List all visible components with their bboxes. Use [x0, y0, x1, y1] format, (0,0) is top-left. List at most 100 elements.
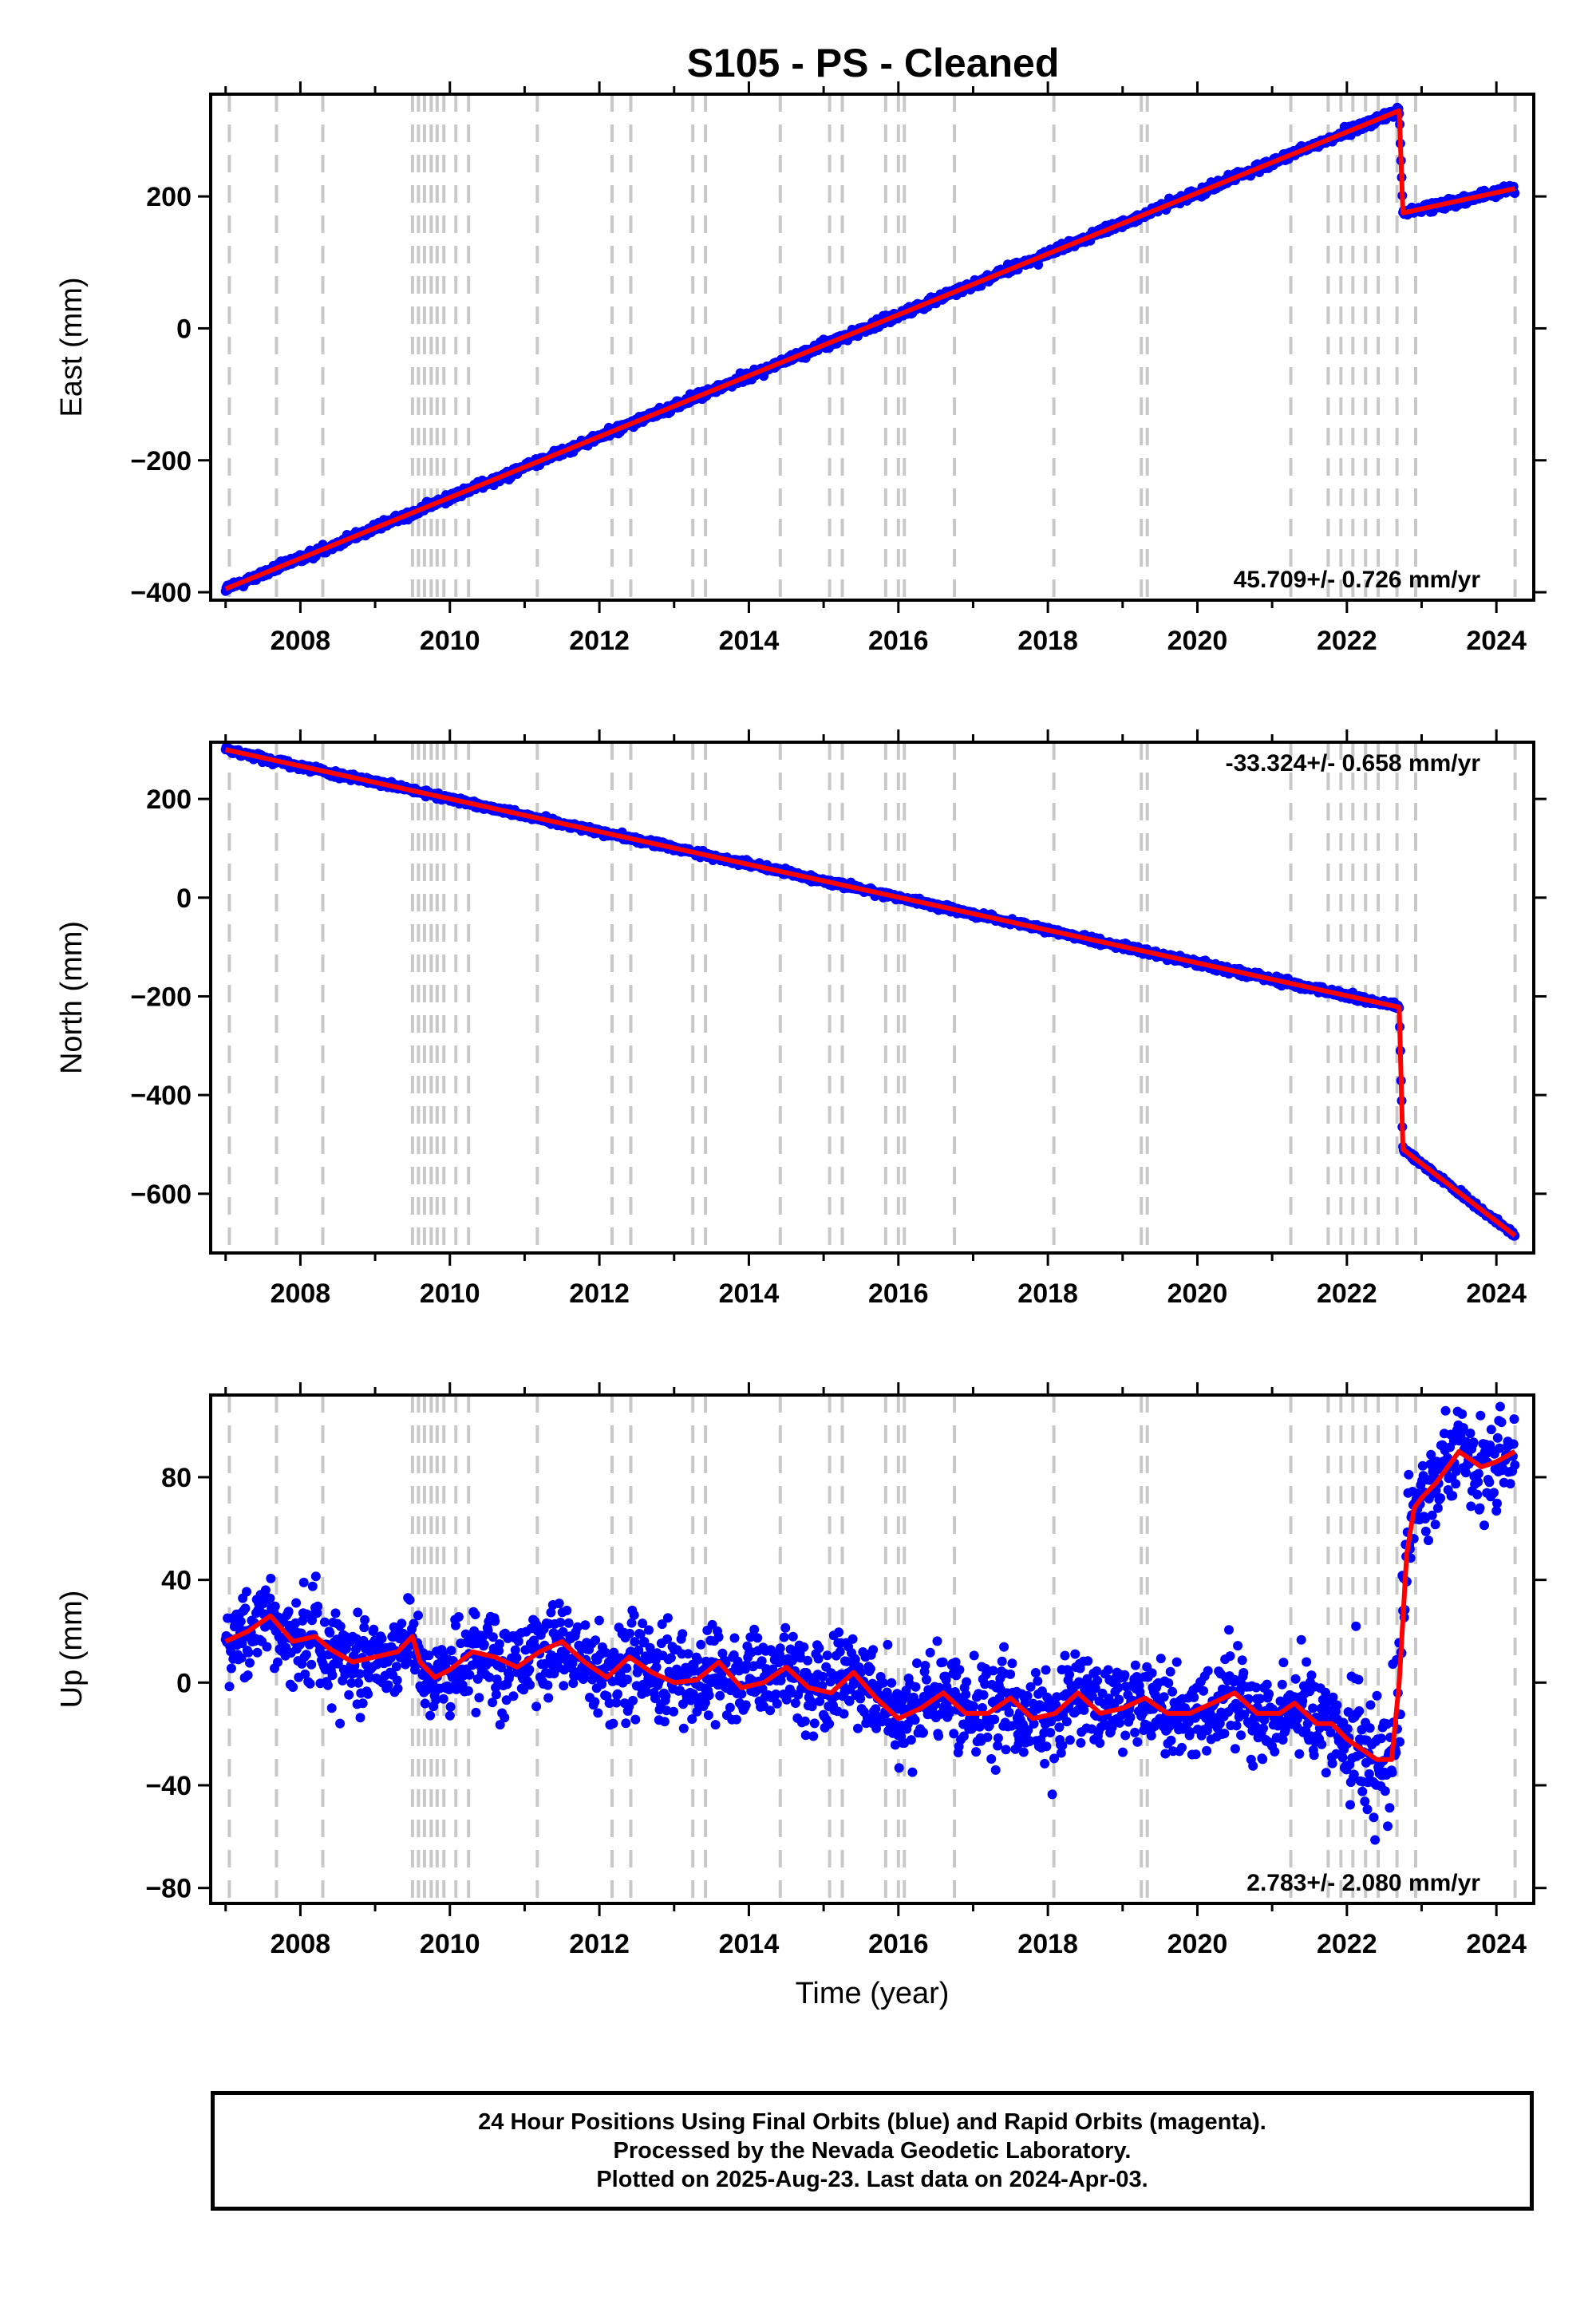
data-point [563, 1618, 574, 1628]
event-lines [227, 742, 1517, 1253]
plot-frame [209, 741, 1535, 1255]
data-point [310, 1571, 321, 1582]
data-point [463, 1686, 473, 1696]
data-point [410, 1665, 420, 1675]
data-point [622, 1674, 632, 1685]
data-point [300, 1669, 310, 1679]
data-point [662, 1634, 673, 1644]
data-points [220, 102, 1520, 596]
rate-label: 45.709+/- 0.726 mm/yr [1234, 567, 1481, 593]
data-point [638, 1618, 648, 1629]
data-point [629, 1610, 639, 1620]
data-points [220, 1401, 1520, 1845]
x-tick-label: 2010 [420, 1279, 480, 1309]
x-tick-label: 2008 [271, 1279, 331, 1309]
data-point [641, 1687, 651, 1697]
x-tick-label: 2008 [271, 626, 331, 656]
data-point [420, 1698, 430, 1709]
data-point [307, 1581, 318, 1591]
x-tick-label: 2018 [1017, 1279, 1078, 1309]
data-point [604, 1698, 614, 1709]
data-point [513, 1636, 523, 1646]
data-point [593, 1708, 603, 1718]
data-point [393, 1683, 403, 1694]
data-point [464, 1670, 475, 1680]
data-point [543, 1680, 553, 1690]
data-point [265, 1593, 275, 1603]
data-point [622, 1663, 632, 1674]
data-point [483, 1626, 493, 1635]
data-point [510, 1645, 520, 1655]
data-point [491, 1682, 501, 1693]
data-point [409, 1618, 419, 1629]
y-axis-label: North (mm) [55, 921, 89, 1074]
x-tick-label: 2020 [1167, 626, 1228, 656]
data-point [657, 1619, 667, 1630]
data-point [305, 1678, 315, 1689]
data-point [262, 1642, 272, 1652]
data-point [501, 1695, 512, 1705]
data-point [451, 1620, 460, 1630]
data-point [554, 1599, 564, 1609]
data-point [301, 1650, 311, 1660]
data-point [644, 1625, 654, 1635]
data-point [355, 1713, 365, 1723]
data-point [226, 1663, 236, 1674]
data-point [346, 1678, 357, 1688]
data-point [453, 1612, 464, 1622]
data-point [235, 1616, 246, 1626]
data-point [283, 1607, 294, 1617]
data-point [245, 1658, 255, 1668]
data-point [591, 1635, 601, 1646]
x-tick-label: 2022 [1317, 1279, 1377, 1309]
data-point [630, 1714, 641, 1725]
model-line [225, 747, 1517, 1238]
data-point [446, 1646, 456, 1656]
data-point [662, 1613, 673, 1623]
y-tick-label: 200 [146, 182, 192, 212]
data-point [608, 1718, 618, 1729]
x-tick-label: 2018 [1017, 626, 1078, 656]
data-point [651, 1662, 662, 1672]
data-point [288, 1682, 298, 1692]
data-point [425, 1710, 436, 1721]
data-point [404, 1650, 413, 1660]
data-point [500, 1713, 510, 1723]
data-point [512, 1653, 522, 1663]
data-point [325, 1627, 335, 1638]
data-point [313, 1601, 323, 1611]
data-point [470, 1610, 480, 1619]
data-point [572, 1622, 583, 1632]
data-point [392, 1675, 402, 1686]
data-point [488, 1632, 498, 1642]
data-point [391, 1662, 401, 1672]
data-point [224, 1682, 235, 1692]
x-tick-label: 2016 [868, 626, 929, 656]
data-point [335, 1718, 346, 1729]
x-tick-label: 2022 [1317, 626, 1377, 656]
data-point [364, 1673, 374, 1683]
data-point [484, 1672, 495, 1682]
x-tick-label: 2016 [868, 1279, 929, 1309]
data-point [479, 1639, 489, 1650]
data-point [634, 1645, 644, 1655]
data-point [397, 1618, 407, 1629]
data-point [236, 1653, 247, 1663]
plot-frame [209, 93, 1535, 602]
data-point [360, 1614, 370, 1625]
data-point [524, 1665, 535, 1675]
data-point [327, 1670, 338, 1681]
data-point [508, 1691, 519, 1701]
data-point [628, 1695, 638, 1705]
y-tick-label: −400 [130, 1081, 192, 1111]
data-point [291, 1598, 302, 1608]
data-point [611, 1697, 622, 1708]
data-point [474, 1693, 484, 1703]
data-point [266, 1573, 276, 1583]
y-tick-label: 200 [146, 785, 192, 815]
data-point [383, 1680, 393, 1690]
data-point [438, 1694, 448, 1704]
data-point [270, 1601, 280, 1611]
